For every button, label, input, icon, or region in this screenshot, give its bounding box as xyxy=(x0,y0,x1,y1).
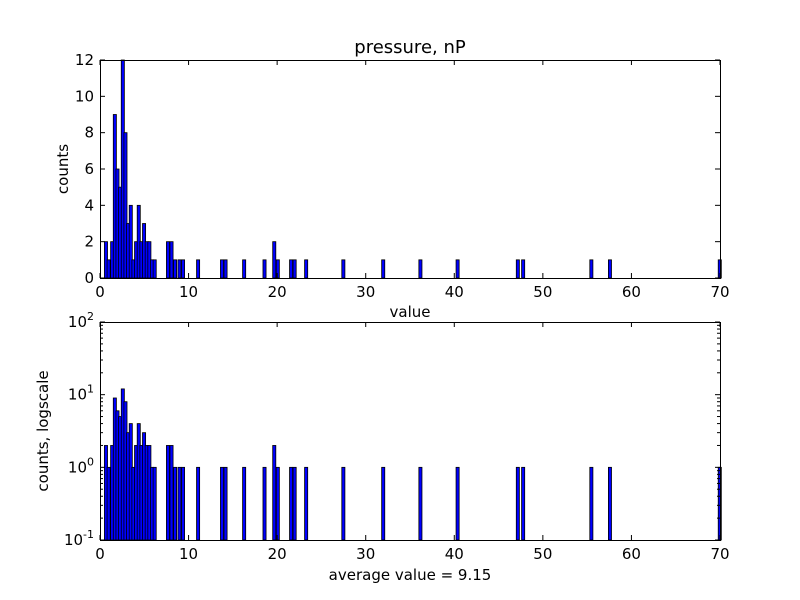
histogram-bar-top xyxy=(515,259,520,279)
x-tick-label: 10 xyxy=(179,283,198,301)
histogram-bar-top xyxy=(262,259,267,279)
x-tick-label: 40 xyxy=(445,545,464,563)
x-tick-label: 50 xyxy=(533,545,552,563)
histogram-bar-bottom xyxy=(381,466,386,541)
x-tick-label: 0 xyxy=(95,545,105,563)
y-axis-label-top: counts xyxy=(54,144,72,194)
histogram-bar-bottom xyxy=(289,466,294,541)
y-tick-label: 101 xyxy=(68,383,94,404)
histogram-bar-top xyxy=(608,259,612,279)
chart-title: pressure, nP xyxy=(354,37,466,58)
x-axis-label-top: value xyxy=(390,303,431,321)
histogram-bar-top xyxy=(173,259,178,279)
histogram-bar-bottom xyxy=(173,466,178,541)
histogram-bar-top xyxy=(381,259,386,279)
histogram-bar-bottom xyxy=(292,466,297,541)
x-tick-label: 10 xyxy=(179,545,198,563)
histogram-bar-top xyxy=(521,259,526,279)
histogram-bar-top xyxy=(589,259,594,279)
histogram-bar-bottom xyxy=(181,466,185,541)
y-tick-label: 10-1 xyxy=(64,528,94,549)
x-tick-label: 20 xyxy=(268,545,287,563)
histogram-bar-top xyxy=(341,259,346,279)
x-tick-label: 40 xyxy=(445,283,464,301)
y-tick-label: 6 xyxy=(84,160,94,178)
histogram-bar-top xyxy=(181,259,185,279)
histogram-bar-bottom xyxy=(521,466,526,541)
axes-frame-top xyxy=(100,60,721,279)
x-tick-label: 60 xyxy=(622,545,641,563)
histogram-bar-top xyxy=(177,259,182,279)
y-tick-label: 100 xyxy=(68,455,94,476)
histogram-bar-bottom xyxy=(106,466,111,541)
axes-frame-bottom xyxy=(100,322,721,541)
histogram-bar-top xyxy=(242,259,247,279)
histogram-bar-bottom xyxy=(196,466,201,541)
x-tick-label: 70 xyxy=(710,283,729,301)
y-tick-label: 0 xyxy=(84,269,94,287)
y-tick-label: 2 xyxy=(84,233,94,251)
histogram-bar-top xyxy=(455,259,460,279)
histogram-bar-bottom xyxy=(515,466,520,541)
linear-histogram-panel: pressure, nP counts value 0 10 20 30 40 50 60 7… xyxy=(54,37,730,321)
histogram-bar-top xyxy=(272,241,277,279)
histogram-bar-top xyxy=(292,259,297,279)
x-tick-label: 60 xyxy=(622,283,641,301)
histogram-bar-bottom xyxy=(169,445,174,541)
histogram-bar-top xyxy=(304,259,309,279)
x-tick-label: 50 xyxy=(533,283,552,301)
histogram-bar-bottom xyxy=(608,466,612,541)
histogram-bar-top xyxy=(152,259,157,279)
x-tick-label: 20 xyxy=(268,283,287,301)
histogram-bar-bottom xyxy=(341,466,346,541)
x-tick-label: 30 xyxy=(356,545,375,563)
y-tick-label: 4 xyxy=(84,196,94,214)
histogram-bar-top xyxy=(289,259,294,279)
histogram-bar-top xyxy=(220,259,224,279)
histogram-bar-bottom xyxy=(177,466,182,541)
histogram-bar-bottom xyxy=(418,466,423,541)
y-tick-label: 8 xyxy=(84,124,94,142)
x-axis-label-bottom: average value = 9.15 xyxy=(329,566,492,584)
y-tick-label: 10 xyxy=(75,87,94,105)
histogram-bar-top xyxy=(106,259,111,279)
histogram-bar-top xyxy=(166,241,170,279)
histogram-bar-bottom xyxy=(304,466,309,541)
x-tick-label: 0 xyxy=(95,283,105,301)
histogram-bar-bottom xyxy=(242,466,247,541)
histogram-bar-bottom xyxy=(275,466,280,541)
histogram-bar-top xyxy=(196,259,201,279)
y-tick-label: 102 xyxy=(68,310,94,331)
y-axis-label-bottom: counts, logscale xyxy=(34,370,52,491)
x-tick-label: 70 xyxy=(710,545,729,563)
histogram-bar-bottom xyxy=(589,466,594,541)
x-tick-label: 30 xyxy=(356,283,375,301)
histogram-bar-top xyxy=(223,259,228,279)
histogram-bar-bottom xyxy=(455,466,460,541)
histogram-bar-bottom xyxy=(262,466,267,541)
histogram-bar-bottom xyxy=(166,445,170,541)
histogram-bar-bottom xyxy=(272,445,277,541)
histogram-bar-top xyxy=(169,241,174,279)
histogram-bar-top xyxy=(418,259,423,279)
histogram-bar-bottom xyxy=(223,466,228,541)
y-tick-label: 12 xyxy=(75,51,94,69)
histogram-bar-bottom xyxy=(220,466,224,541)
histogram-bar-bottom xyxy=(152,466,157,541)
